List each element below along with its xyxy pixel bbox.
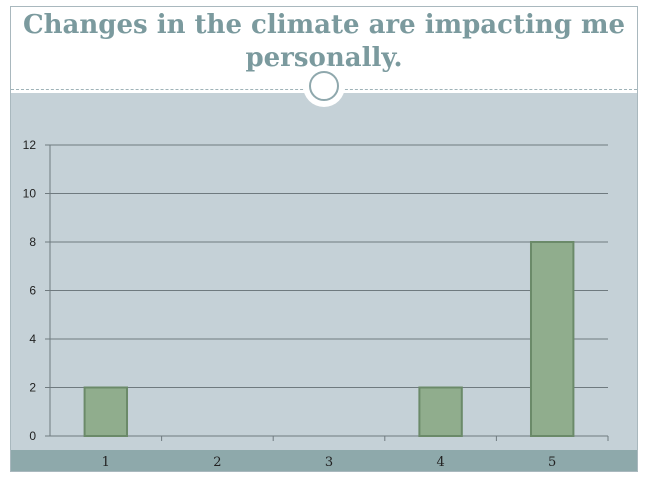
bars <box>83 241 575 437</box>
gridlines <box>49 144 608 437</box>
y-axis-ticks: 0 2 4 6 8 10 12 <box>23 138 50 443</box>
x-tick-label: 2 <box>213 455 221 470</box>
y-tick-label: 2 <box>29 381 36 395</box>
category-axis-band <box>11 450 637 471</box>
y-tick-label: 0 <box>29 429 36 443</box>
x-tick-label: 3 <box>325 455 333 470</box>
bar-1 <box>83 386 129 437</box>
y-tick-label: 10 <box>23 187 37 201</box>
x-tick-label: 4 <box>436 455 444 470</box>
slide-title: Changes in the climate are impacting me … <box>22 10 626 73</box>
x-tick-label: 5 <box>548 455 556 470</box>
y-tick-label: 6 <box>29 284 36 298</box>
y-tick-label: 4 <box>29 332 36 346</box>
title-area: Changes in the climate are impacting me … <box>11 7 637 105</box>
bar-5 <box>529 241 575 437</box>
divider-ornament-ring <box>309 71 339 101</box>
y-tick-label: 8 <box>29 235 36 249</box>
x-tick-label: 1 <box>102 455 110 470</box>
y-tick-label: 12 <box>23 138 37 152</box>
bar-4 <box>418 386 463 437</box>
divider-ornament <box>305 67 343 105</box>
x-axis-ticks: 1 2 3 4 5 <box>102 436 609 470</box>
